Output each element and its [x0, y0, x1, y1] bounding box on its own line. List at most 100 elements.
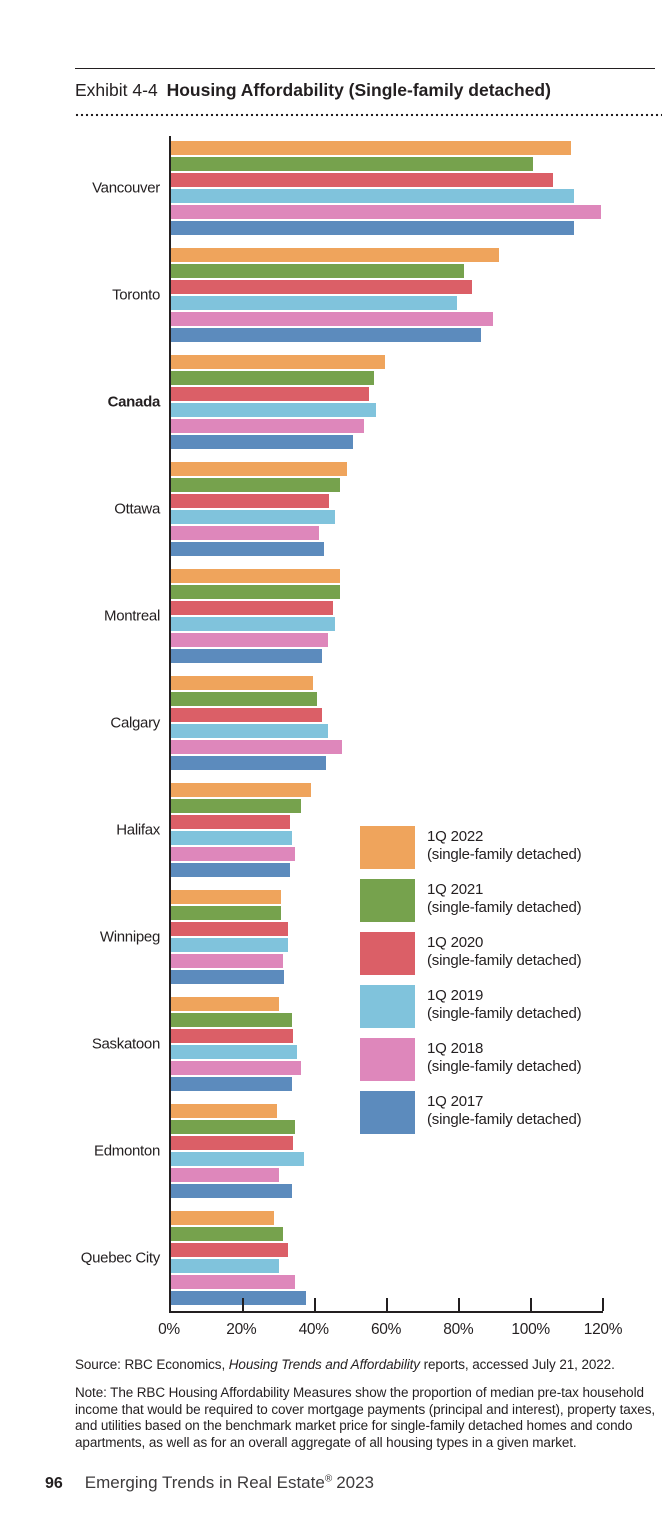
bar-1q-2017 — [171, 1077, 292, 1091]
legend-item-1q-2019: 1Q 2019 (single-family detached) — [360, 985, 582, 1028]
bar-1q-2021 — [171, 478, 341, 492]
note-text: Note: The RBC Housing Affordability Meas… — [75, 1385, 656, 1450]
legend-label: 1Q 2021 (single-family detached) — [427, 881, 582, 916]
legend-swatch — [360, 879, 415, 922]
bar-1q-2022 — [171, 1211, 274, 1225]
exhibit-heading: Exhibit 4-4 Housing Affordability (Singl… — [75, 80, 551, 101]
category-label: Halifax — [116, 821, 160, 839]
legend-swatch — [360, 826, 415, 869]
legend-item-1q-2021: 1Q 2021 (single-family detached) — [360, 879, 582, 922]
axis-tick — [529, 1298, 532, 1311]
exhibit-title: Housing Affordability (Single-family det… — [166, 80, 551, 100]
bar-1q-2020 — [171, 1243, 288, 1257]
bar-1q-2020 — [171, 1136, 294, 1150]
source-line: Source: RBC Economics, Housing Trends an… — [75, 1357, 661, 1372]
bar-1q-2020 — [171, 815, 290, 829]
bar-1q-2019 — [171, 1152, 305, 1166]
bar-1q-2018 — [171, 419, 364, 433]
bar-1q-2021 — [171, 692, 317, 706]
bar-1q-2022 — [171, 676, 314, 690]
source-suffix: reports, accessed July 21, 2022. — [419, 1357, 615, 1372]
category-label: Montreal — [104, 607, 160, 625]
bar-group-edmonton: Edmonton — [94, 1104, 603, 1198]
bar-1q-2020 — [171, 387, 369, 401]
legend-swatch — [360, 932, 415, 975]
bar-1q-2017 — [171, 863, 290, 877]
legend-label: 1Q 2019 (single-family detached) — [427, 987, 582, 1022]
axis-tick — [313, 1298, 316, 1311]
bar-1q-2021 — [171, 264, 465, 278]
bar-1q-2019 — [171, 724, 328, 738]
bar-group-vancouver: Vancouver — [92, 141, 603, 235]
bar-1q-2021 — [171, 1227, 283, 1241]
legend-item-1q-2018: 1Q 2018 (single-family detached) — [360, 1038, 582, 1081]
bar-1q-2022 — [171, 141, 571, 155]
category-label: Canada — [107, 393, 161, 411]
bar-1q-2018 — [171, 847, 296, 861]
bar-1q-2018 — [171, 312, 494, 326]
bar-1q-2019 — [171, 831, 292, 845]
category-label: Edmonton — [94, 1142, 160, 1160]
bar-1q-2017 — [171, 970, 285, 984]
legend-swatch — [360, 1038, 415, 1081]
bar-1q-2019 — [171, 189, 575, 203]
header-rule — [75, 68, 655, 69]
bar-1q-2021 — [171, 1120, 296, 1134]
page-footer: 96 Emerging Trends in Real Estate® 2023 — [45, 1473, 374, 1493]
bar-1q-2022 — [171, 890, 281, 904]
axis-tick-label: 40% — [298, 1321, 329, 1338]
bar-1q-2021 — [171, 371, 375, 385]
source-prefix: Source: RBC Economics, — [75, 1357, 229, 1372]
bar-1q-2019 — [171, 617, 335, 631]
axis-tick — [242, 1298, 244, 1311]
bar-1q-2019 — [171, 1259, 279, 1273]
bar-1q-2022 — [171, 569, 341, 583]
axis-tick-label: 120% — [583, 1321, 623, 1338]
bar-1q-2018 — [171, 954, 283, 968]
axis-tick-label: 20% — [226, 1321, 257, 1338]
bar-1q-2020 — [171, 601, 333, 615]
page-number: 96 — [45, 1475, 63, 1492]
bar-1q-2017 — [171, 756, 326, 770]
dotted-divider — [75, 113, 662, 117]
bar-1q-2021 — [171, 1013, 292, 1027]
bar-1q-2017 — [171, 649, 323, 663]
bar-group-ottawa: Ottawa — [114, 462, 603, 556]
axis-tick-label: 60% — [370, 1321, 402, 1338]
category-label: Winnipeg — [99, 928, 160, 946]
bar-1q-2019 — [171, 1045, 297, 1059]
bar-1q-2017 — [171, 542, 324, 556]
category-label: Ottawa — [114, 500, 160, 518]
legend-item-1q-2022: 1Q 2022 (single-family detached) — [360, 826, 582, 869]
bar-1q-2018 — [171, 205, 602, 219]
bar-1q-2020 — [171, 280, 472, 294]
bar-1q-2019 — [171, 296, 458, 310]
bar-1q-2017 — [171, 221, 575, 235]
category-label: Saskatoon — [91, 1035, 160, 1053]
category-label: Vancouver — [92, 179, 160, 197]
bar-1q-2018 — [171, 633, 328, 647]
book-year: 2023 — [336, 1473, 375, 1492]
category-label: Quebec City — [80, 1249, 161, 1267]
legend-item-1q-2020: 1Q 2020 (single-family detached) — [360, 932, 582, 975]
axis-tick — [458, 1298, 460, 1311]
bar-1q-2021 — [171, 585, 341, 599]
bar-1q-2021 — [171, 799, 301, 813]
bar-1q-2022 — [171, 462, 348, 476]
bar-group-halifax: Halifax — [116, 783, 603, 877]
legend-swatch — [360, 985, 415, 1028]
chart-legend: 1Q 2022 (single-family detached) 1Q 2021 (s… — [360, 826, 582, 1144]
bar-1q-2018 — [171, 1168, 279, 1182]
legend-label: 1Q 2018 (single-family detached) — [427, 1040, 582, 1075]
legend-label: 1Q 2020 (single-family detached) — [427, 934, 582, 969]
bar-1q-2019 — [171, 510, 335, 524]
legend-label: 1Q 2017 (single-family detached) — [427, 1093, 582, 1128]
bar-1q-2021 — [171, 906, 281, 920]
bar-1q-2017 — [171, 1184, 292, 1198]
bar-group-toronto: Toronto — [112, 248, 603, 342]
bar-group-calgary: Calgary — [110, 676, 603, 770]
axis-tick-label: 0% — [158, 1321, 180, 1338]
bar-group-montreal: Montreal — [104, 569, 603, 663]
exhibit-label: Exhibit 4-4 — [75, 80, 158, 100]
legend-item-1q-2017: 1Q 2017 (single-family detached) — [360, 1091, 582, 1134]
